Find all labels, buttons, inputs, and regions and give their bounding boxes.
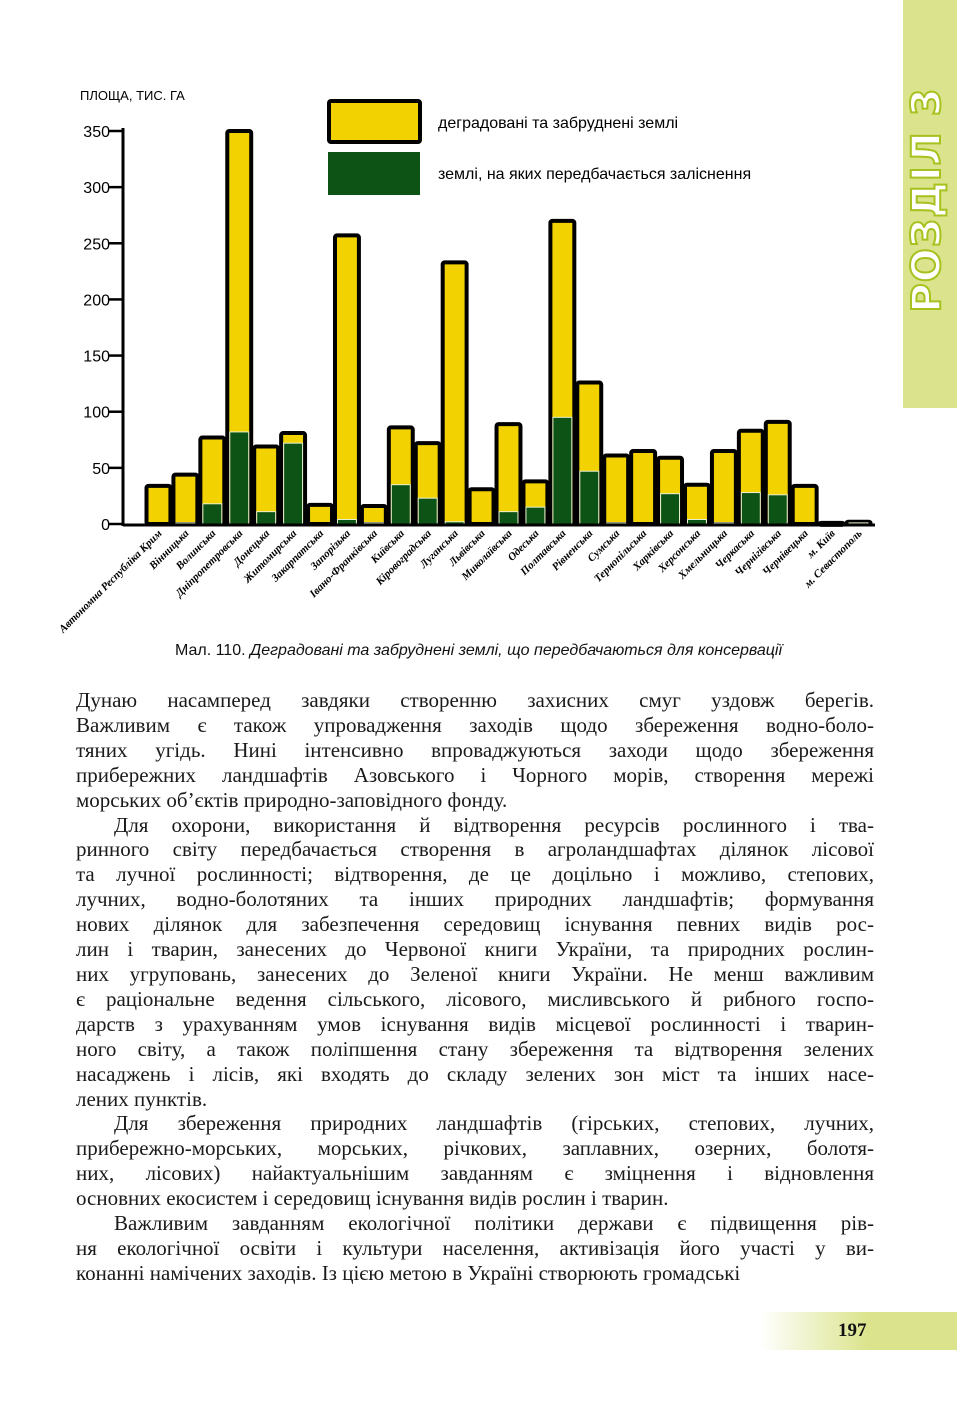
text-line: є раціональне ведення сільського, лісово… bbox=[76, 986, 874, 1011]
caption-text: Деградовані та забруднені землі, що пере… bbox=[249, 642, 783, 659]
text-line: лин і тварин, занесених до Червоної книг… bbox=[76, 937, 874, 962]
y-tick-label: 350 bbox=[83, 124, 110, 141]
bar-afforestation bbox=[229, 431, 250, 525]
bar-degraded bbox=[709, 449, 738, 526]
text-line: Важливим є також упровадження заходів що… bbox=[76, 712, 874, 737]
legend-swatch-degraded bbox=[327, 99, 422, 144]
text-line: конанні намічених заходів. Із цією метою… bbox=[76, 1260, 741, 1285]
bar-afforestation bbox=[740, 492, 761, 525]
legend-swatch-afforestation bbox=[328, 152, 420, 195]
y-tick-label: 150 bbox=[83, 349, 110, 366]
text-line: ринного світу передбачається створення в… bbox=[76, 837, 874, 862]
bar-degraded bbox=[683, 482, 711, 527]
section-tab bbox=[903, 0, 957, 408]
bar-chart: ПЛОЩА, ТИС. ГА 0 50 100 150 200 250 300 350 Авт… bbox=[56, 88, 875, 636]
legend-label-degraded: деградовані та забруднені землі bbox=[438, 115, 678, 132]
y-tick-label: 100 bbox=[83, 405, 110, 422]
body-text: Дунаю насамперед завдяки створенню захис… bbox=[76, 688, 874, 1286]
bar-degraded bbox=[629, 449, 658, 526]
bar-degraded bbox=[790, 483, 819, 526]
bar-afforestation bbox=[552, 416, 573, 525]
y-tick-label: 50 bbox=[92, 461, 110, 478]
text-line: них, лісових) найактуальнішим завданням … bbox=[76, 1161, 874, 1186]
y-tick-label: 200 bbox=[83, 292, 110, 309]
y-tick-label: 300 bbox=[83, 180, 110, 197]
bar-afforestation bbox=[390, 484, 411, 525]
text-line: нових ділянок для забезпечення середовищ… bbox=[76, 912, 874, 937]
text-line: лучних, водно-болотяних та інших природн… bbox=[76, 887, 874, 912]
bar-afforestation bbox=[525, 506, 546, 525]
x-tick-label: Автономна Республіка Крим bbox=[56, 527, 165, 636]
bar-degraded bbox=[467, 487, 496, 527]
bar-degraded bbox=[494, 422, 523, 526]
bar-afforestation bbox=[767, 494, 788, 525]
page-number: 197 bbox=[838, 1320, 867, 1341]
bar-degraded bbox=[171, 472, 200, 527]
text-line: тяних угідь. Нині інтенсивно впроваджуют… bbox=[76, 737, 874, 762]
y-axis-label: ПЛОЩА, ТИС. ГА bbox=[80, 88, 185, 103]
bar-afforestation bbox=[579, 470, 600, 525]
text-line: Дунаю насамперед завдяки створенню захис… bbox=[76, 688, 874, 712]
text-line: ного світу, а також поліпшення стану збе… bbox=[76, 1036, 874, 1061]
text-line: ня екологічної освіти і культури населен… bbox=[76, 1235, 874, 1260]
bar-afforestation bbox=[283, 442, 304, 525]
bar-degraded bbox=[602, 453, 631, 526]
text-line: Важливим завданням екологічної політики … bbox=[114, 1211, 874, 1236]
legend-label-afforestation: землі, на яких передбачається заліснення bbox=[438, 166, 751, 183]
bar-degraded bbox=[332, 233, 361, 526]
text-line: та лучної рослинності; відтворення, де ц… bbox=[76, 862, 874, 887]
bar-afforestation bbox=[660, 493, 681, 525]
caption-prefix: Мал. 110. bbox=[174, 642, 250, 659]
text-line: прибережних ландшафтів Азовського і Чорн… bbox=[76, 762, 874, 787]
y-tick-label: 0 bbox=[101, 517, 110, 534]
legend: деградовані та забруднені землі землі, н… bbox=[327, 99, 751, 195]
text-line: основних екосистем і середовищ існування… bbox=[76, 1186, 669, 1211]
bar-degraded bbox=[144, 483, 173, 526]
bar-afforestation bbox=[417, 497, 438, 525]
bar-afforestation bbox=[202, 503, 223, 525]
bar-afforestation bbox=[336, 519, 357, 525]
text-line: прибережно-морських, морських, річкових,… bbox=[76, 1136, 874, 1161]
bar-degraded bbox=[306, 502, 334, 527]
page-number-bar bbox=[760, 1312, 957, 1350]
text-line: морських об’єктів природно-заповідного ф… bbox=[76, 787, 508, 812]
bar-afforestation bbox=[687, 519, 707, 525]
text-line: Для охорони, використання й відтворення … bbox=[114, 812, 874, 837]
y-tick-label: 250 bbox=[83, 236, 110, 253]
bar-afforestation bbox=[498, 511, 519, 525]
text-line: насаджень і лісів, які входять до складу… bbox=[76, 1061, 874, 1086]
text-line: Для збереження природних ландшафтів (гір… bbox=[114, 1111, 874, 1136]
figure-caption: Мал. 110. Деградовані та забруднені земл… bbox=[0, 642, 957, 660]
bar-degraded bbox=[440, 260, 469, 526]
text-line: дарств з урахуванням умов існування виді… bbox=[76, 1011, 874, 1036]
bar-degraded bbox=[359, 504, 388, 526]
text-line: них угруповань, занесених до Зеленої кни… bbox=[76, 961, 874, 986]
bar-afforestation bbox=[256, 511, 277, 525]
text-line: лених пунктів. bbox=[76, 1086, 208, 1111]
